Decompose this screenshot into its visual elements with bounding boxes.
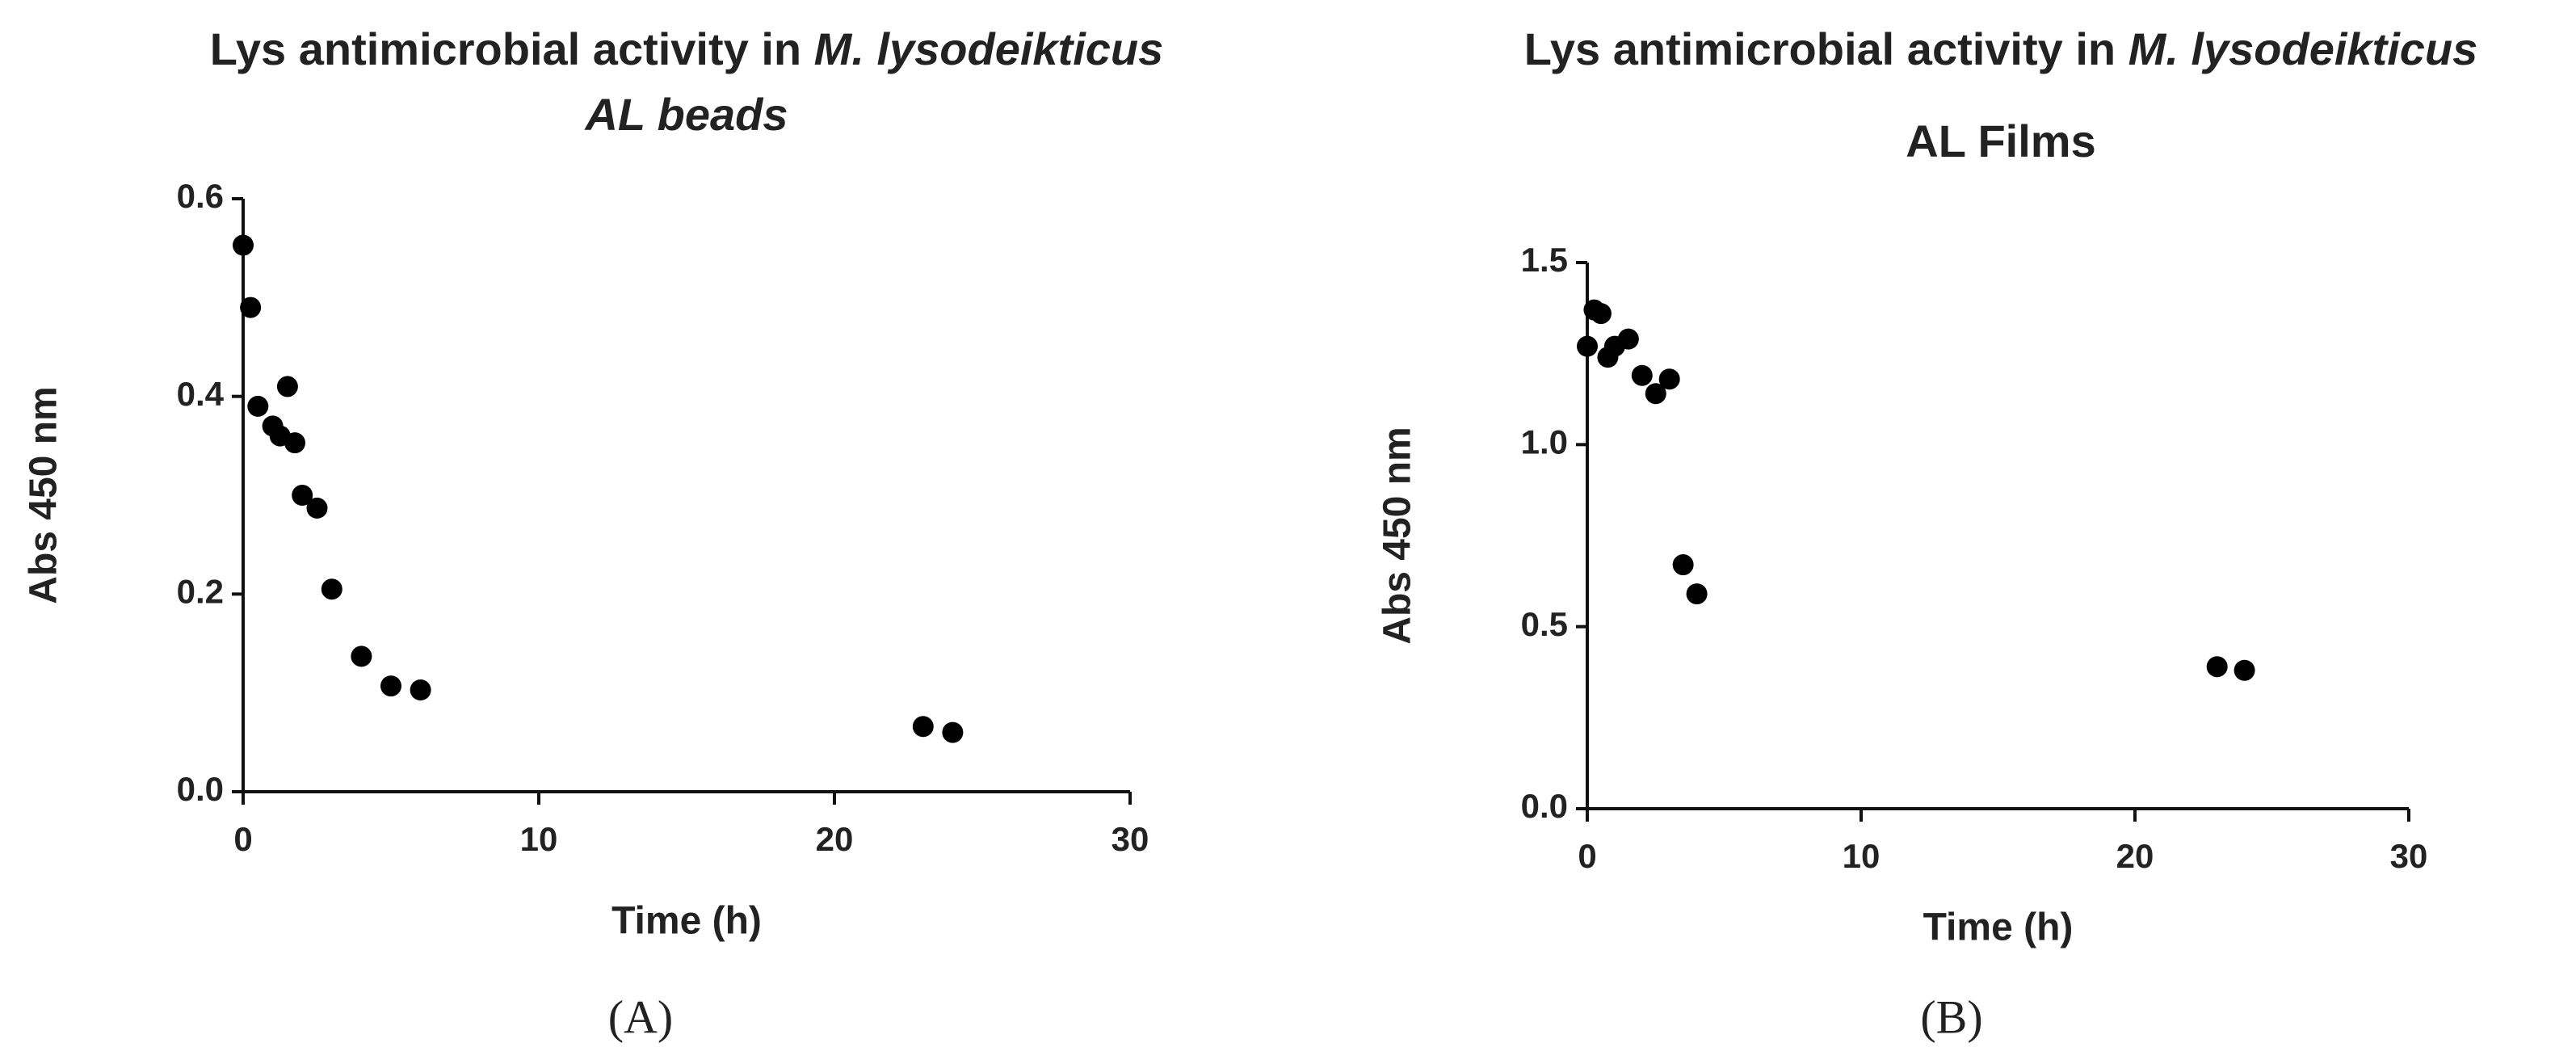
chart-subtitle: AL beads (583, 89, 788, 140)
x-tick-label: 20 (2116, 837, 2154, 875)
panel-label: (A) (608, 990, 674, 1043)
panel-label: (B) (1920, 990, 1982, 1043)
point (1617, 328, 1639, 350)
point (380, 675, 401, 697)
point (351, 646, 372, 667)
title-part: Lys antimicrobial activity in (1524, 23, 2116, 74)
x-tick-label: 10 (1843, 837, 1881, 875)
title-part: M. lysodeikticus (2128, 23, 2478, 74)
y-tick-label: 0.5 (1521, 605, 1568, 643)
x-tick-label: 20 (816, 820, 854, 858)
title-part: M. lysodeikticus (814, 23, 1164, 74)
point (410, 679, 431, 700)
x-tick-label: 0 (233, 820, 252, 858)
point (1577, 335, 1598, 357)
point (284, 432, 306, 454)
point (240, 296, 262, 318)
x-tick-label: 30 (1112, 820, 1149, 858)
x-tick-label: 30 (2390, 837, 2428, 875)
point (942, 721, 964, 743)
point (321, 578, 342, 600)
y-tick-label: 1.5 (1521, 241, 1568, 279)
point (247, 395, 269, 417)
y-tick-label: 0.6 (177, 177, 224, 215)
point (233, 234, 254, 256)
chart-subtitle: AL Films (1906, 116, 2095, 166)
point (292, 485, 313, 506)
y-axis-label: Abs 450 nm (23, 386, 65, 603)
point (1658, 368, 1680, 390)
x-axis-label: Time (h) (1923, 906, 2074, 949)
chart-title: Lys antimicrobial activity in M. lysodei… (210, 23, 1164, 74)
point (1590, 303, 1612, 325)
x-tick-label: 10 (520, 820, 558, 858)
y-tick-label: 1.0 (1521, 423, 1568, 461)
point (1631, 364, 1653, 386)
y-tick-label: 0.0 (177, 770, 224, 808)
x-tick-label: 0 (1578, 837, 1596, 875)
y-tick-label: 0.0 (1521, 787, 1568, 825)
chart-title: Lys antimicrobial activity in M. lysodei… (1524, 23, 2478, 74)
point (1645, 383, 1666, 405)
point (2234, 659, 2255, 681)
point (2206, 656, 2228, 678)
y-axis-label: Abs 450 nm (1376, 427, 1419, 644)
title-part: Lys antimicrobial activity in (210, 23, 801, 74)
point (306, 497, 328, 519)
point (276, 376, 298, 397)
point (912, 716, 934, 738)
point (1686, 583, 1708, 605)
point (1672, 554, 1694, 576)
y-tick-label: 0.2 (177, 572, 224, 610)
x-axis-label: Time (h) (611, 900, 762, 943)
y-tick-label: 0.4 (177, 375, 225, 413)
